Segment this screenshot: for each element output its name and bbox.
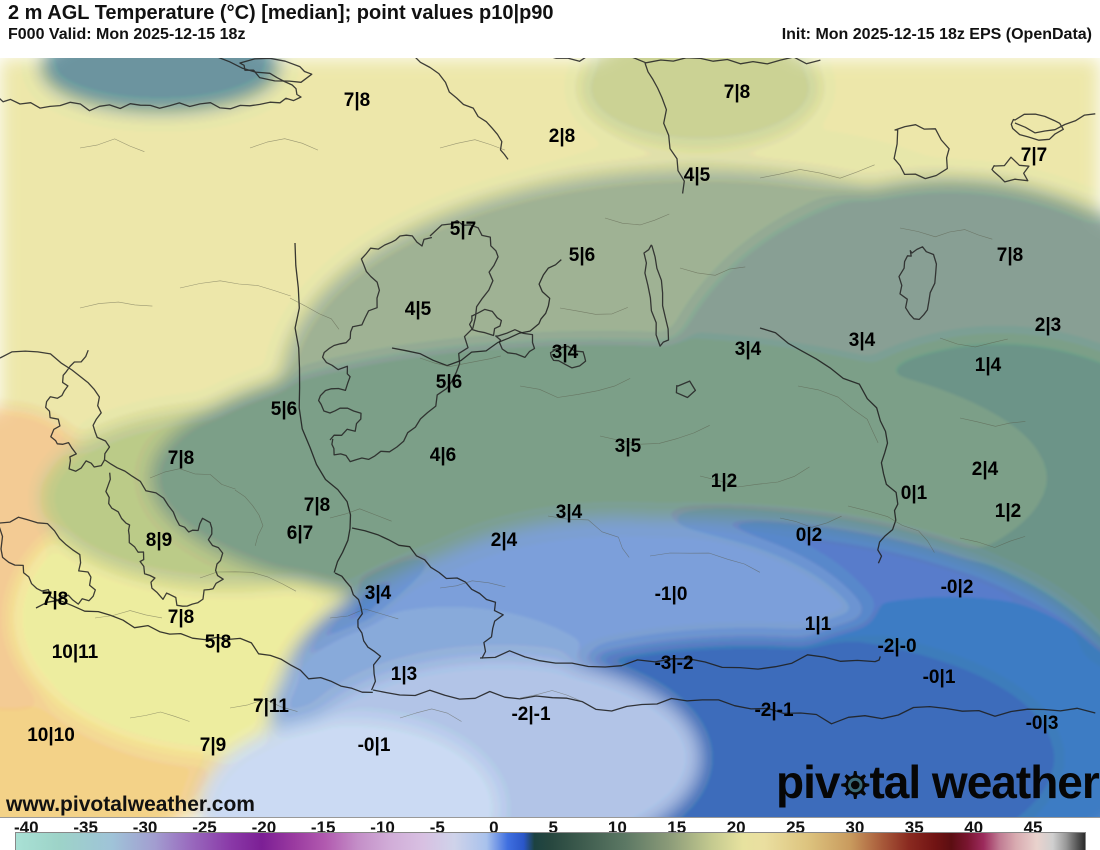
svg-text:-0|1: -0|1 — [358, 735, 391, 756]
svg-text:-1|0: -1|0 — [655, 584, 688, 605]
svg-text:3|4: 3|4 — [552, 342, 579, 363]
svg-text:-0|3: -0|3 — [1026, 713, 1059, 734]
svg-text:10|10: 10|10 — [27, 725, 75, 746]
svg-text:3|4: 3|4 — [365, 583, 392, 604]
svg-text:7|8: 7|8 — [344, 90, 370, 111]
svg-text:1|4: 1|4 — [975, 355, 1002, 376]
svg-text:2|3: 2|3 — [1035, 315, 1061, 336]
svg-text:4|5: 4|5 — [405, 299, 432, 320]
svg-text:3|4: 3|4 — [556, 502, 583, 523]
svg-text:7|8: 7|8 — [304, 495, 330, 516]
svg-text:0|1: 0|1 — [901, 483, 928, 504]
svg-text:7|11: 7|11 — [253, 696, 289, 717]
svg-text:-0|1: -0|1 — [923, 667, 956, 688]
svg-text:5|7: 5|7 — [450, 219, 476, 240]
svg-text:0|2: 0|2 — [796, 525, 822, 546]
svg-text:3|4: 3|4 — [849, 330, 876, 351]
svg-text:2|4: 2|4 — [972, 459, 999, 480]
svg-text:-2|-1: -2|-1 — [511, 704, 551, 725]
svg-text:7|7: 7|7 — [1021, 145, 1047, 166]
svg-text:7|8: 7|8 — [724, 82, 750, 103]
svg-text:5|6: 5|6 — [436, 372, 462, 393]
svg-text:7|8: 7|8 — [168, 448, 194, 469]
svg-text:4|5: 4|5 — [684, 165, 711, 186]
svg-text:-3|-2: -3|-2 — [654, 653, 693, 674]
svg-text:8|9: 8|9 — [146, 530, 172, 551]
svg-text:1|1: 1|1 — [805, 614, 832, 635]
svg-text:4|6: 4|6 — [430, 445, 456, 466]
svg-text:7|9: 7|9 — [200, 735, 226, 756]
svg-text:5|6: 5|6 — [271, 399, 297, 420]
svg-text:10|11: 10|11 — [52, 642, 99, 663]
svg-text:3|4: 3|4 — [735, 339, 762, 360]
svg-text:-2|-1: -2|-1 — [754, 700, 794, 721]
svg-text:5|6: 5|6 — [569, 245, 595, 266]
svg-text:3|5: 3|5 — [615, 436, 642, 457]
svg-text:2|4: 2|4 — [491, 530, 518, 551]
svg-text:7|8: 7|8 — [42, 589, 68, 610]
svg-text:-2|-0: -2|-0 — [877, 636, 916, 657]
svg-text:-0|2: -0|2 — [941, 577, 974, 598]
svg-text:2|8: 2|8 — [549, 126, 575, 147]
svg-text:1|3: 1|3 — [391, 664, 417, 685]
svg-text:1|2: 1|2 — [995, 501, 1021, 522]
svg-text:6|7: 6|7 — [287, 523, 313, 544]
svg-text:1|2: 1|2 — [711, 471, 737, 492]
svg-text:7|8: 7|8 — [168, 607, 194, 628]
svg-text:7|8: 7|8 — [997, 245, 1023, 266]
svg-text:5|8: 5|8 — [205, 632, 231, 653]
